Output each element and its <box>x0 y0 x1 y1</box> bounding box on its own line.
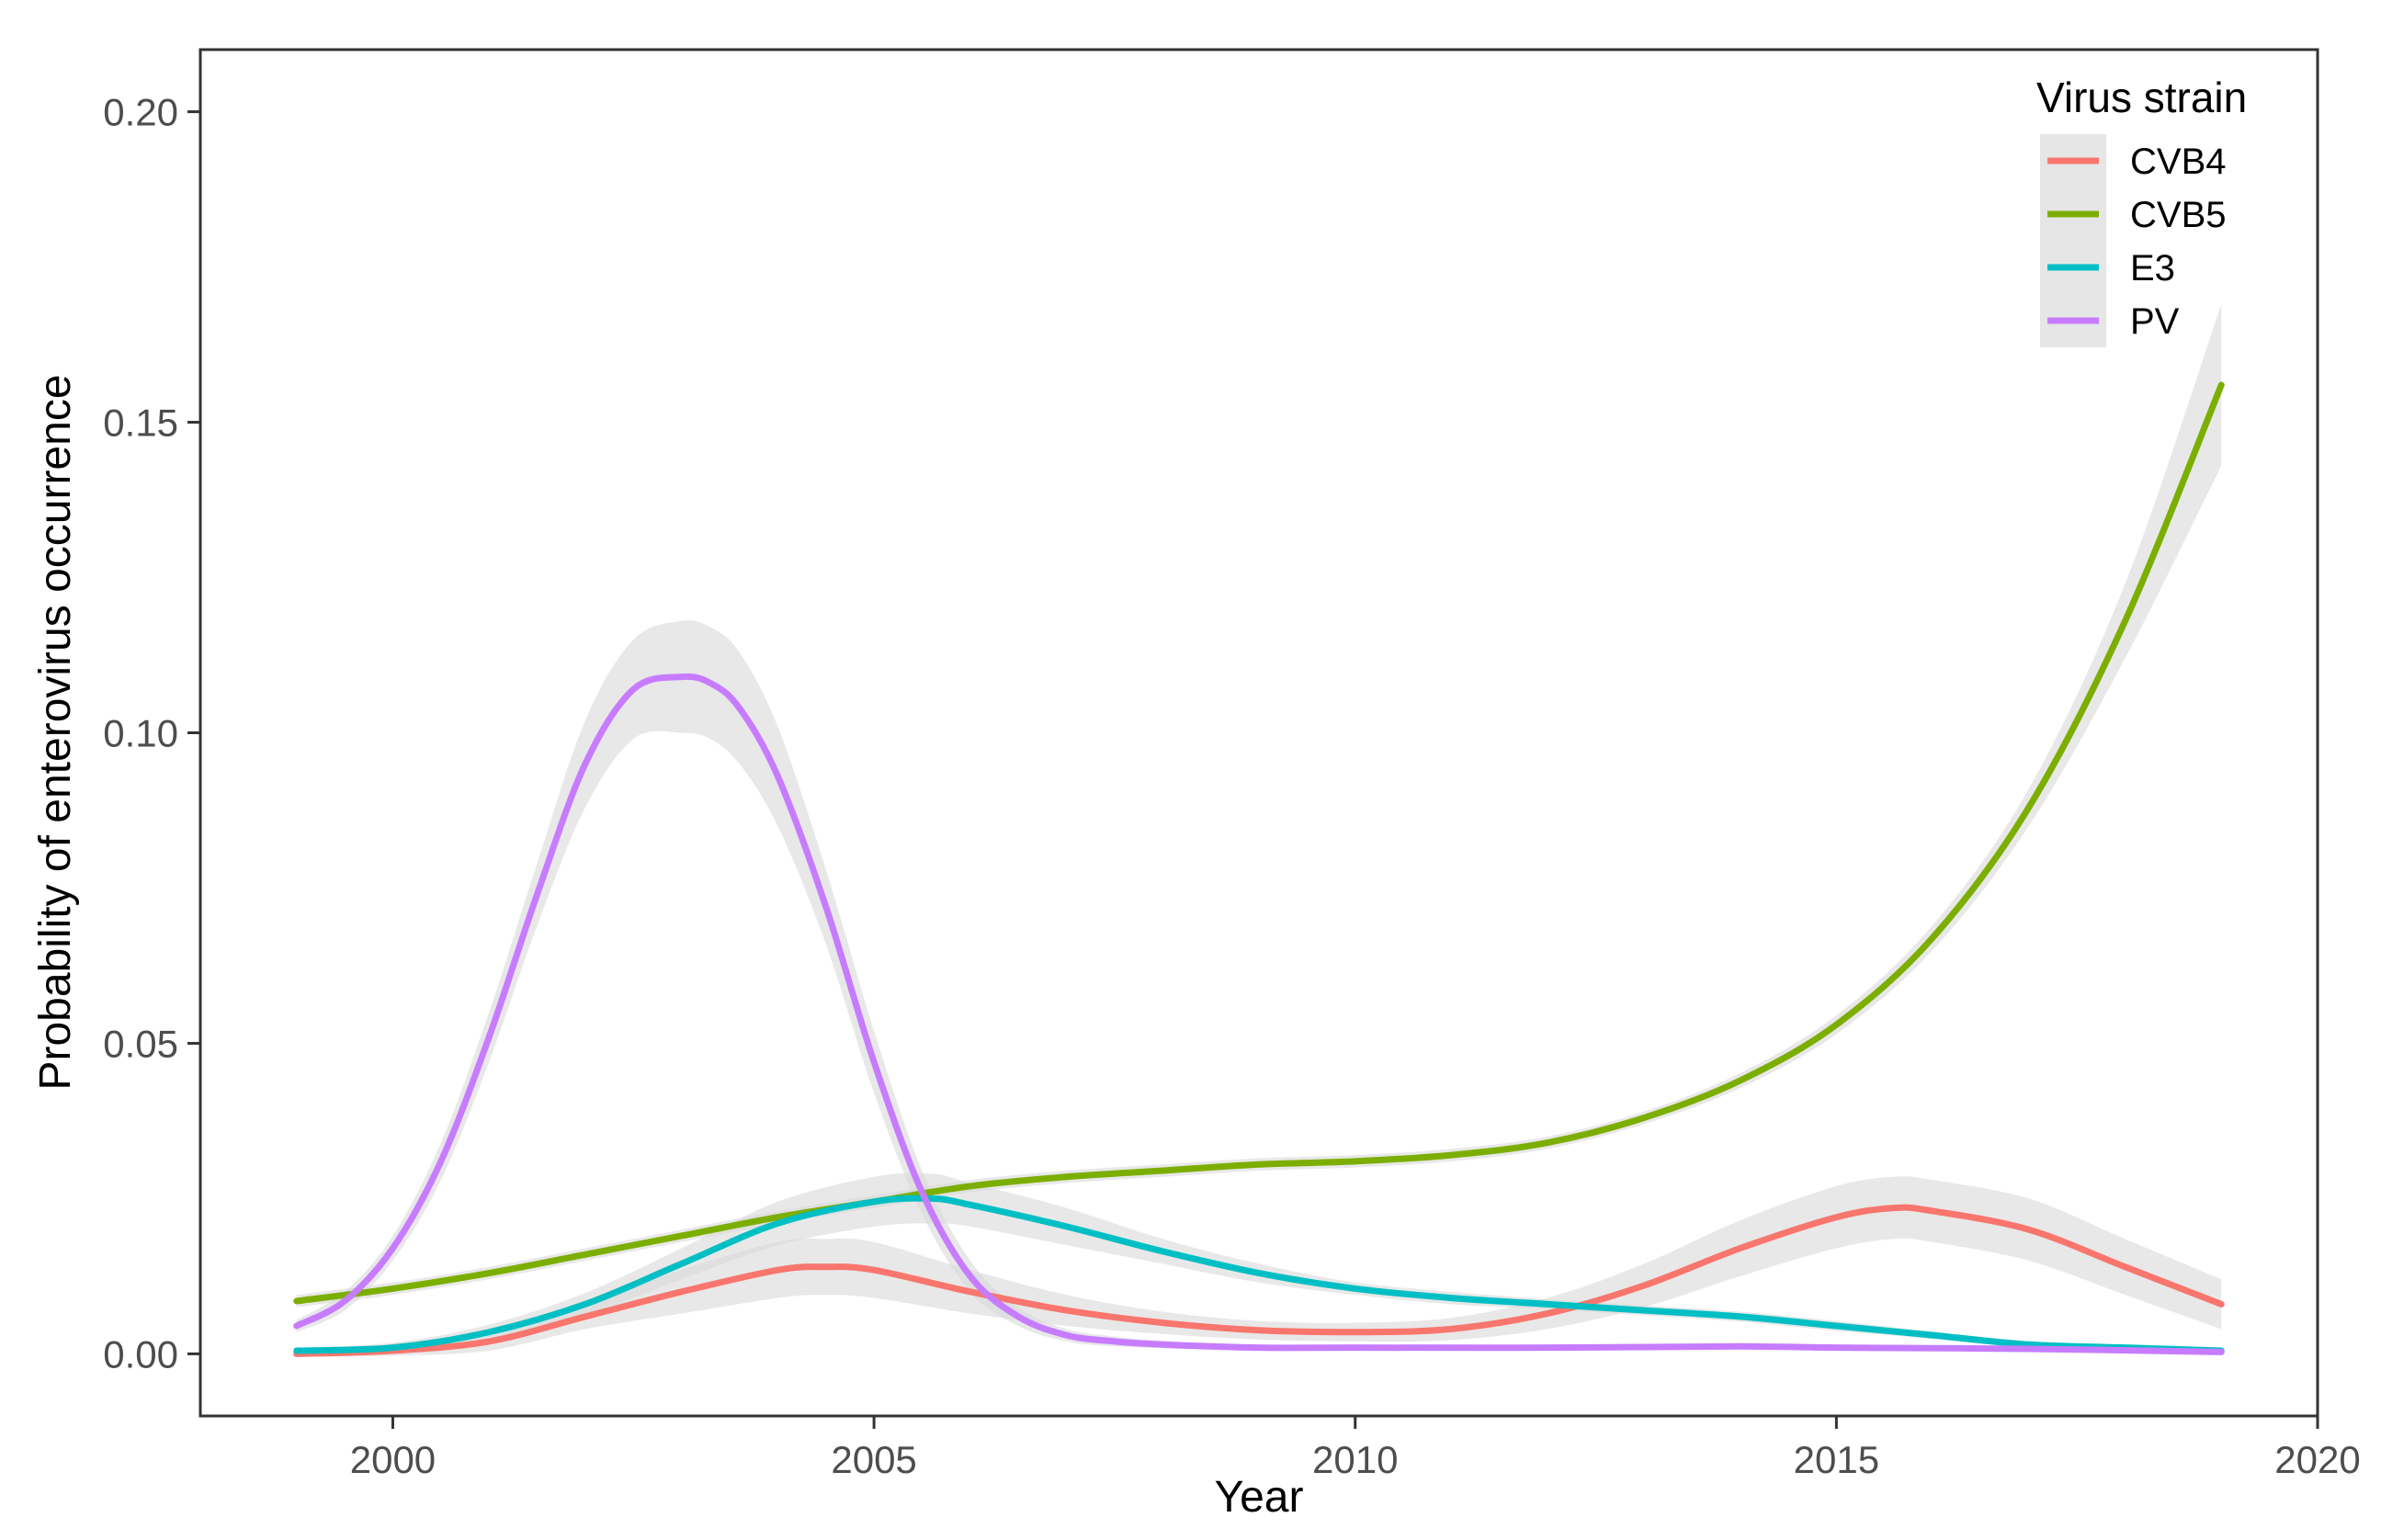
cvb4-line <box>293 1204 2225 1357</box>
e3-line <box>293 1195 2225 1354</box>
x-tick-label-2010: 2010 <box>1312 1438 1398 1481</box>
legend-title: Virus strain <box>2036 74 2247 121</box>
x-tick-label-2005: 2005 <box>831 1438 916 1481</box>
y-tick-label-2: 0.10 <box>103 712 178 755</box>
pv-confidence-band <box>296 620 2222 1354</box>
y-tick-label-0: 0.00 <box>103 1332 178 1376</box>
series-lines <box>293 381 2225 1357</box>
legend-label-pv: PV <box>2130 301 2180 342</box>
y-axis: 0.00 0.05 0.10 0.15 0.20 <box>103 91 200 1376</box>
x-axis: 2000 2005 2010 2015 2020 <box>350 1416 2361 1481</box>
y-tick-label-1: 0.05 <box>103 1022 178 1065</box>
x-tick-label-2015: 2015 <box>1794 1438 1879 1481</box>
legend-label-e3: E3 <box>2130 248 2175 289</box>
legend-label-cvb5: CVB5 <box>2130 195 2227 235</box>
pv-line <box>293 673 2225 1355</box>
confidence-bands <box>296 304 2222 1357</box>
y-axis-title: Probability of enterovirus occurrence <box>31 374 80 1090</box>
x-tick-label-2020: 2020 <box>2274 1438 2360 1481</box>
x-tick-label-2000: 2000 <box>350 1438 436 1481</box>
legend-label-cvb4: CVB4 <box>2130 142 2227 182</box>
cvb5-line <box>293 381 2225 1305</box>
legend: Virus strain CVB4 CVB5 E3 PV <box>2036 74 2247 347</box>
y-tick-label-3: 0.15 <box>103 402 178 445</box>
x-axis-title: Year <box>1215 1473 1304 1522</box>
y-tick-label-4: 0.20 <box>103 91 178 134</box>
cvb4-confidence-band <box>296 1176 2222 1357</box>
